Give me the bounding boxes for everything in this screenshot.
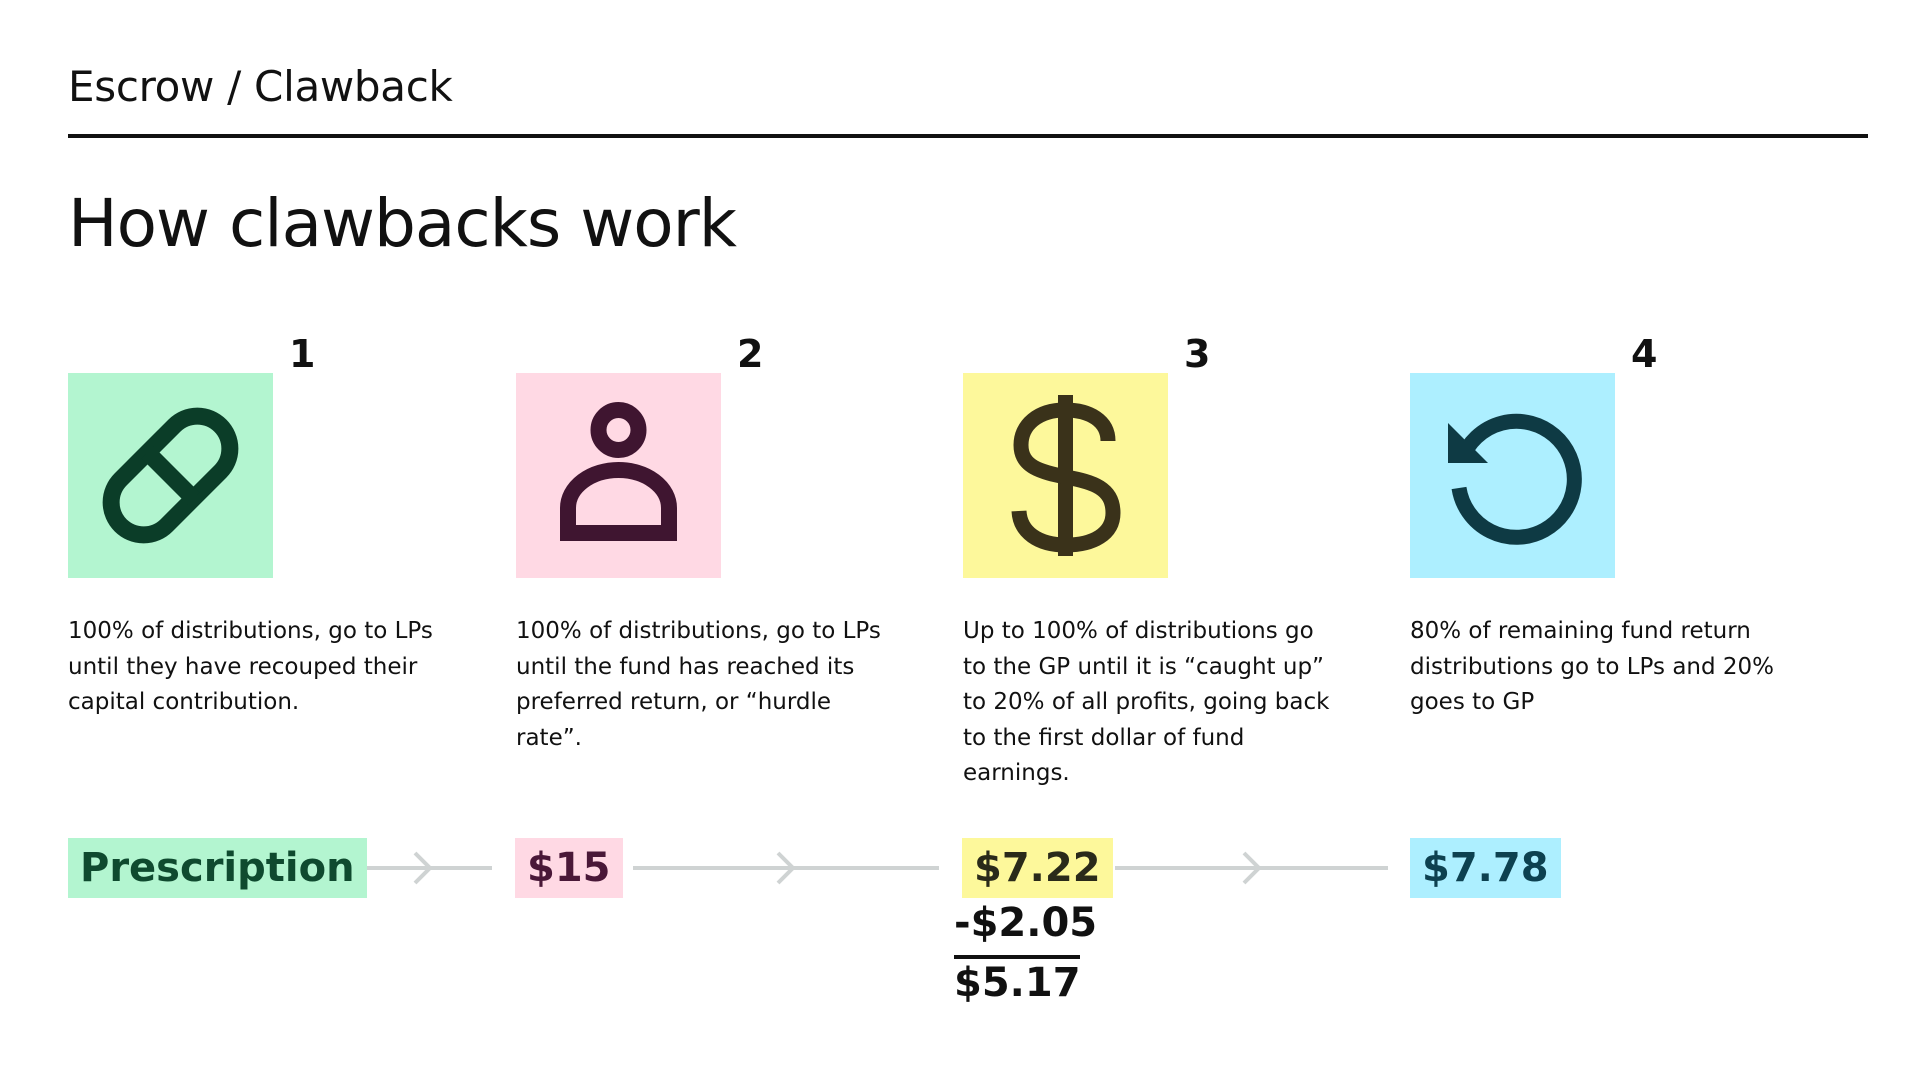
- person-icon: [560, 402, 677, 541]
- step-4-value: $7.78: [1410, 838, 1561, 898]
- step-2-value: $15: [515, 838, 623, 898]
- subtraction-value: -$2.05: [954, 900, 1098, 946]
- step-2-number: 2: [737, 332, 764, 376]
- step-2-tile: [516, 373, 721, 578]
- header-divider: [68, 134, 1868, 138]
- step-3-number: 3: [1184, 332, 1211, 376]
- step-4-number: 4: [1631, 332, 1658, 376]
- dollar-icon: [1011, 395, 1121, 556]
- step-2-description: 100% of distributions, go to LPs until t…: [516, 618, 881, 751]
- connector-3-chevron: [1242, 851, 1262, 885]
- connector-2-chevron: [776, 851, 796, 885]
- step-3-tile: [963, 373, 1168, 578]
- calculation-result: $5.17: [954, 960, 1081, 1006]
- step-1-tile: [68, 373, 273, 578]
- step-4-description: 80% of remaining fund return distributio…: [1410, 618, 1775, 715]
- step-4-tile: [1410, 373, 1615, 578]
- refresh-icon: [1448, 413, 1582, 545]
- step-3-description: Up to 100% of distributions go to the GP…: [963, 618, 1330, 786]
- page-title: How clawbacks work: [68, 185, 737, 262]
- pill-icon: [102, 407, 239, 544]
- step-1-value: Prescription: [68, 838, 367, 898]
- step-1-description: 100% of distributions, go to LPs until t…: [68, 618, 433, 715]
- calculation-divider: [954, 955, 1080, 959]
- step-1-number: 1: [289, 332, 316, 376]
- step-3-value: $7.22: [962, 838, 1113, 898]
- breadcrumb: Escrow / Clawback: [68, 62, 453, 111]
- connector-1-chevron: [413, 851, 433, 885]
